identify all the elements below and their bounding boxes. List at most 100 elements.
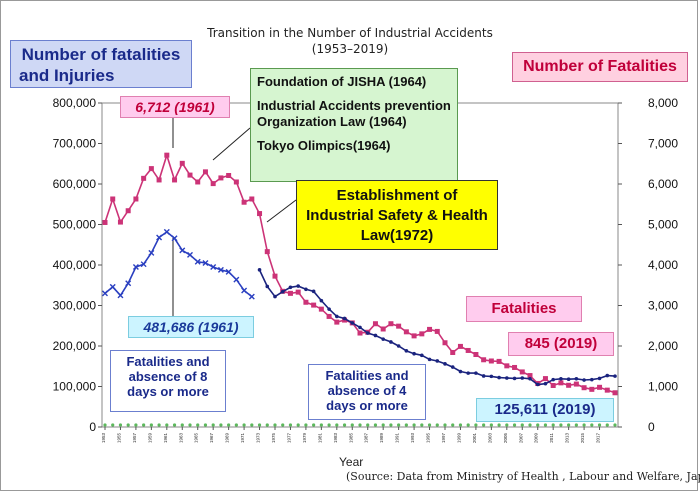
- fatalities-point: [233, 179, 239, 185]
- baseline-mark: [196, 423, 200, 427]
- baseline-mark: [605, 423, 609, 427]
- left-tick-label: 300,000: [53, 299, 97, 313]
- baseline-mark: [543, 423, 548, 427]
- baseline-mark: [327, 423, 331, 427]
- baseline-mark: [528, 423, 532, 427]
- fatalities-point: [210, 181, 216, 187]
- baseline-mark: [342, 423, 347, 427]
- olympics-text: Tokyo Olimpics(1964): [257, 138, 391, 153]
- fatalities-point: [434, 328, 440, 334]
- fatalities-point: [110, 196, 116, 202]
- baseline-mark: [373, 423, 378, 427]
- x-tick-label: 1997: [441, 433, 446, 444]
- baseline-mark: [590, 423, 594, 427]
- injuries-8days-point: [248, 293, 255, 300]
- x-tick-label: 2011: [549, 433, 554, 443]
- injuries-4days-point: [335, 314, 339, 319]
- fatalities-point: [326, 313, 332, 319]
- injuries-8days-point: [217, 266, 224, 273]
- right-tick-label: 7,000: [648, 137, 678, 151]
- x-tick-label: 2003: [487, 433, 492, 444]
- baseline-mark: [265, 423, 269, 427]
- injuries-4days-point: [590, 377, 594, 382]
- baseline-mark: [358, 423, 362, 427]
- fatalities-point: [311, 302, 317, 308]
- left-tick-label: 100,000: [53, 380, 97, 394]
- fatalities-point: [496, 358, 502, 364]
- fatalities-point: [102, 219, 108, 225]
- fatalities-point: [427, 326, 433, 332]
- fatalities-point: [519, 369, 525, 375]
- fatalities-point: [396, 323, 402, 329]
- baseline-mark: [281, 423, 285, 427]
- x-tick-label: 1973: [256, 433, 261, 444]
- fatalities-point: [542, 376, 548, 382]
- injuries-4days-point: [574, 377, 579, 381]
- injuries-4days-point: [489, 374, 494, 379]
- right-tick-label: 1,000: [648, 380, 678, 394]
- fatalities-point: [372, 321, 378, 327]
- injuries-4days-point: [566, 377, 571, 382]
- x-tick-label: 1955: [116, 433, 121, 444]
- fatalities-point: [172, 177, 178, 183]
- baseline-mark: [505, 423, 509, 427]
- fatalities-point: [125, 208, 131, 214]
- fatalities-point: [156, 177, 162, 183]
- legend-4days: Fatalities and absence of 4 days or more: [308, 364, 426, 420]
- injuries-4days-point: [350, 321, 355, 325]
- fatalities-point: [287, 290, 293, 296]
- injuries-8days-point: [171, 235, 178, 242]
- injuries-4days-point: [365, 331, 370, 335]
- fatalities-point: [465, 347, 471, 353]
- fatalities-point: [566, 382, 572, 388]
- baseline-mark: [451, 423, 455, 427]
- baseline-mark: [103, 423, 107, 427]
- fatalities-point: [187, 172, 193, 178]
- x-tick-label: 1991: [395, 433, 400, 444]
- x-tick-label: 2017: [596, 433, 601, 444]
- chart-subtitle: (1953–2019): [311, 42, 389, 56]
- fatalities-point: [218, 175, 224, 181]
- fatalities-point: [357, 330, 363, 336]
- fatalities-point: [442, 340, 448, 346]
- fatalities-point: [481, 357, 487, 363]
- baseline-mark: [582, 423, 586, 427]
- baseline-mark: [312, 423, 316, 427]
- fatalities-point: [164, 152, 170, 158]
- x-tick-label: 1961: [163, 433, 168, 444]
- baseline-mark: [203, 423, 208, 427]
- fatalities-point: [473, 352, 479, 358]
- injuries-4days-point: [458, 369, 463, 374]
- baseline-mark: [536, 423, 540, 427]
- injuries-8days-point: [132, 264, 139, 271]
- right-tick-label: 5,000: [648, 218, 678, 232]
- injuries-4days-point: [381, 337, 385, 341]
- fatalities-series-tag: Fatalities: [466, 296, 582, 322]
- injuries-4days-point: [342, 316, 347, 321]
- baseline-mark: [149, 423, 153, 427]
- x-tick-label: 2001: [472, 433, 477, 444]
- left-tick-label: 400,000: [53, 258, 97, 272]
- injuries-4days-point: [474, 371, 478, 375]
- baseline-mark: [257, 423, 262, 427]
- x-tick-label: 1957: [132, 433, 137, 444]
- x-tick-label: 1965: [194, 433, 199, 444]
- left-tick-label: 200,000: [53, 339, 97, 353]
- fatalities-point: [589, 386, 595, 392]
- chart-title: Transition in the Number of Industrial A…: [207, 26, 493, 40]
- baseline-mark: [443, 423, 447, 427]
- baseline-mark: [497, 423, 501, 427]
- x-tick-label: 1999: [456, 433, 461, 444]
- fatalities-point: [179, 160, 185, 166]
- jisha-text: Foundation of JISHA (1964): [257, 74, 427, 89]
- baseline-mark: [489, 423, 493, 427]
- baseline-mark: [219, 423, 223, 427]
- injuries-4days-point: [420, 353, 424, 358]
- injuries-4days-point: [559, 377, 563, 381]
- x-tick-label: 1953: [101, 433, 106, 444]
- x-tick-label: 2015: [580, 433, 585, 444]
- injuries-4days-point: [404, 349, 409, 353]
- injuries-8days-point: [102, 290, 108, 297]
- left-tick-label: 700,000: [53, 137, 97, 151]
